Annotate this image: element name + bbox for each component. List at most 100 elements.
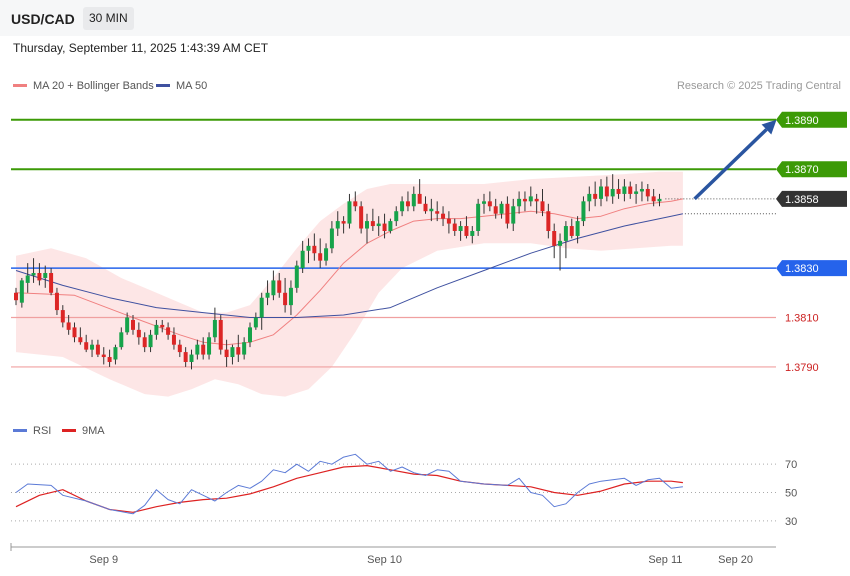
header-bar xyxy=(0,0,850,36)
candle-body xyxy=(224,349,229,358)
candle-body xyxy=(353,201,358,207)
candle-body xyxy=(400,201,405,212)
candle-body xyxy=(248,327,252,343)
candle-body xyxy=(189,354,194,362)
candle-body xyxy=(125,317,130,333)
legend-ma50: MA 50 xyxy=(156,80,207,92)
legend-rsi: RSI xyxy=(13,425,51,437)
candle-body xyxy=(429,208,434,212)
candle-body xyxy=(72,327,77,338)
rsi-line xyxy=(15,453,683,515)
candle-body xyxy=(335,221,340,229)
candle-body xyxy=(476,203,481,231)
x-tick-label: Sep 20 xyxy=(718,554,753,566)
candle-body xyxy=(195,344,200,355)
candle-body xyxy=(177,344,182,353)
candle-body xyxy=(265,292,270,298)
candle-body xyxy=(341,221,346,224)
legend-ma20: MA 20 + Bollinger Bands xyxy=(13,80,154,92)
candle-body xyxy=(639,188,644,192)
candle-body xyxy=(201,344,206,355)
candle-body xyxy=(546,211,551,231)
candle-body xyxy=(242,342,247,355)
rsi-ma-line xyxy=(15,465,683,513)
candle-body xyxy=(382,223,387,231)
candle-body xyxy=(482,201,486,204)
candle-body xyxy=(599,186,603,199)
copyright-label: Research © 2025 Trading Central xyxy=(676,80,841,92)
legend-rsi-ma-label: 9MA xyxy=(82,425,105,437)
candle-body xyxy=(166,327,171,335)
candle-body xyxy=(376,223,381,227)
candle-body xyxy=(329,228,334,249)
candle-body xyxy=(306,245,311,251)
ma50-line xyxy=(15,213,684,318)
candle-body xyxy=(31,273,36,276)
candle-body xyxy=(464,226,469,236)
candle-body xyxy=(470,230,475,236)
level-label: 1.3810 xyxy=(785,312,819,324)
candle-body xyxy=(458,226,463,231)
candle-body xyxy=(405,201,410,207)
candle-body xyxy=(493,206,498,214)
candle-body xyxy=(212,319,217,338)
candle-body xyxy=(154,324,159,335)
candle-body xyxy=(347,201,352,224)
candle-body xyxy=(160,324,165,328)
level-label: 1.3870 xyxy=(785,164,819,176)
candle-body xyxy=(423,203,428,212)
candle-body xyxy=(54,292,59,311)
candle-body xyxy=(78,337,83,343)
candle-body xyxy=(253,317,258,328)
candle-body xyxy=(435,211,440,214)
candle-body xyxy=(107,357,112,362)
timeframe-badge[interactable]: 30 MIN xyxy=(83,7,134,30)
candle-body xyxy=(534,198,539,202)
bollinger-band-area xyxy=(16,171,683,397)
candle-body xyxy=(318,253,323,261)
candle-body xyxy=(236,347,241,355)
candle-body xyxy=(645,188,650,197)
candle-body xyxy=(288,287,293,306)
candle-body xyxy=(131,319,135,330)
candle-body xyxy=(411,193,416,207)
candle-body xyxy=(218,319,223,350)
candle-body xyxy=(119,332,124,348)
candle-body xyxy=(587,193,592,202)
candle-body xyxy=(90,344,95,350)
candle-body xyxy=(37,273,42,281)
candle-body xyxy=(113,347,118,360)
level-label: 1.3790 xyxy=(785,362,819,374)
candle-body xyxy=(558,240,563,246)
x-tick-label: Sep 11 xyxy=(648,554,682,566)
candle-body xyxy=(388,221,393,231)
legend-ma20-label: MA 20 + Bollinger Bands xyxy=(33,80,154,92)
datetime-label: Thursday, September 11, 2025 1:43:39 AM … xyxy=(13,41,269,55)
candle-body xyxy=(136,329,141,338)
candle-body xyxy=(207,337,212,355)
candle-body xyxy=(300,250,305,269)
ma20-swatch xyxy=(13,83,27,87)
last-price-tag xyxy=(776,190,847,207)
candle-body xyxy=(324,248,329,261)
candle-body xyxy=(563,226,568,241)
candle-body xyxy=(25,275,30,283)
candle-body xyxy=(487,201,492,207)
level-label: 1.3890 xyxy=(785,115,819,127)
legend-ma50-label: MA 50 xyxy=(176,80,208,92)
x-tick-label: Sep 9 xyxy=(89,554,118,566)
candle-body xyxy=(19,280,24,303)
candle-body xyxy=(517,198,522,207)
candle-body xyxy=(95,344,100,355)
level-label: 1.3830 xyxy=(785,263,819,275)
symbol-label[interactable]: USD/CAD xyxy=(11,11,75,27)
candle-body xyxy=(581,201,586,222)
rsi-tick-label: 30 xyxy=(785,516,797,528)
candle-body xyxy=(452,223,457,231)
forecast-arrow-head xyxy=(761,119,777,135)
candle-body xyxy=(604,186,609,197)
legend-rsi-ma: 9MA xyxy=(62,425,105,437)
candle-body xyxy=(277,280,282,293)
level-tag xyxy=(776,260,847,277)
